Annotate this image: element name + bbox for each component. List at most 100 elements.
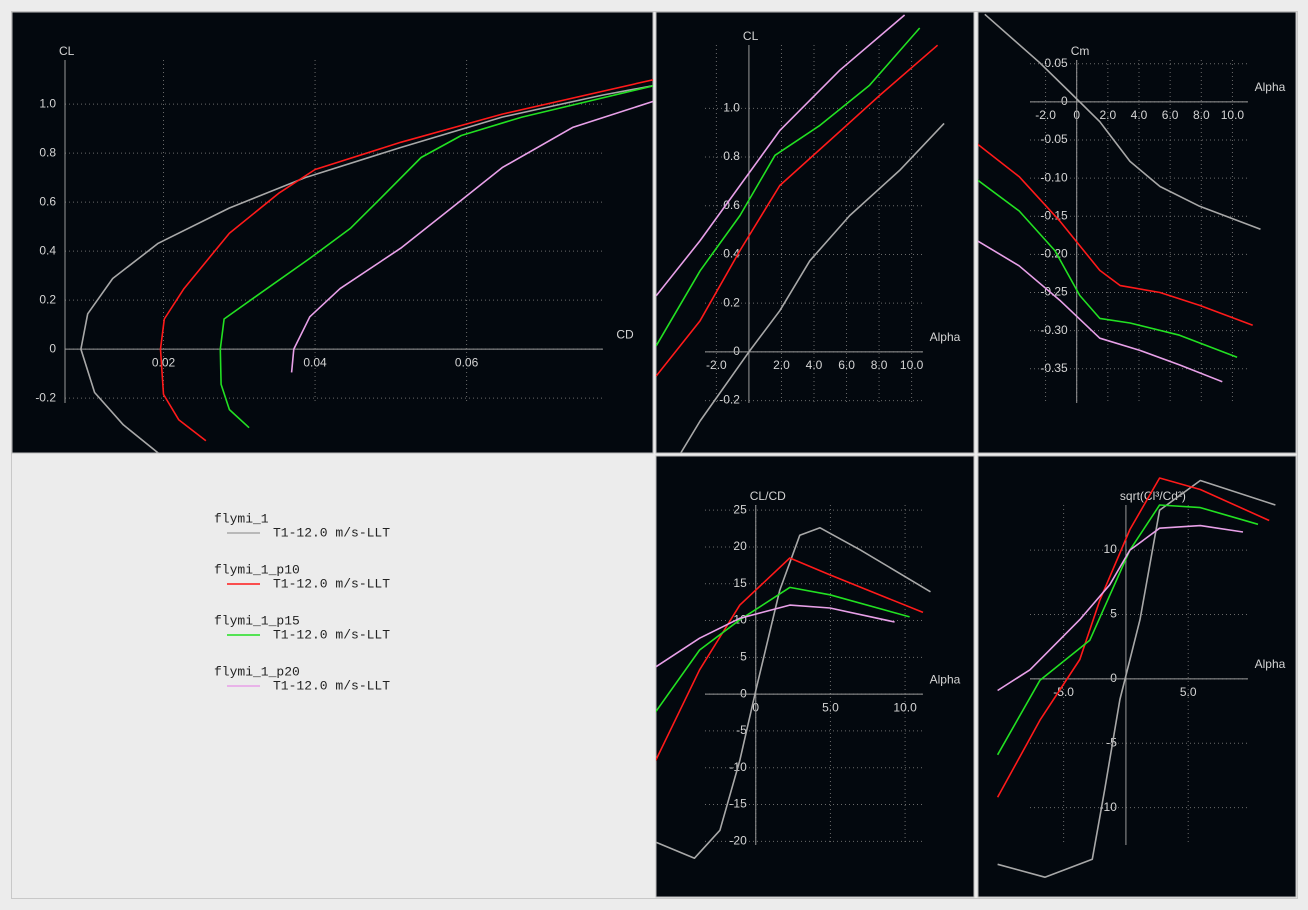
x-tick-label: 2.0 bbox=[1100, 108, 1117, 122]
y-tick-label: 0 bbox=[1110, 671, 1117, 685]
y-tick-label: 0.6 bbox=[723, 198, 740, 212]
x-axis-label: Alpha bbox=[1255, 80, 1286, 94]
y-tick-label: 0 bbox=[49, 341, 56, 355]
y-tick-label: -0.2 bbox=[719, 393, 740, 407]
y-tick-label: 0.2 bbox=[723, 295, 740, 309]
x-tick-label: 6.0 bbox=[1162, 108, 1179, 122]
y-tick-label: 0 bbox=[733, 344, 740, 358]
x-tick-label: 4.0 bbox=[806, 358, 823, 372]
y-tick-label: -0.35 bbox=[1040, 361, 1068, 375]
y-axis-label: CL bbox=[59, 44, 75, 58]
y-tick-label: 0.4 bbox=[39, 243, 56, 257]
y-axis-label: CL bbox=[743, 29, 759, 43]
series-line bbox=[978, 240, 1223, 383]
x-tick-label: 10.0 bbox=[893, 700, 917, 714]
x-tick-label: 0.04 bbox=[303, 355, 327, 369]
y-tick-label: -5 bbox=[1106, 735, 1117, 749]
x-axis-label: Alpha bbox=[930, 672, 961, 686]
y-tick-label: -0.20 bbox=[1040, 247, 1068, 261]
y-tick-label: -5 bbox=[736, 723, 747, 737]
series-line bbox=[984, 13, 1261, 230]
series-line bbox=[656, 527, 931, 859]
y-tick-label: 0.8 bbox=[723, 149, 740, 163]
x-tick-label: 10.0 bbox=[1221, 108, 1245, 122]
y-tick-label: -0.10 bbox=[1040, 170, 1068, 184]
x-tick-label: 5.0 bbox=[1180, 685, 1197, 699]
series-line bbox=[997, 479, 1276, 878]
y-tick-label: 0 bbox=[740, 686, 747, 700]
x-tick-label: 8.0 bbox=[871, 358, 888, 372]
legend-label: T1-12.0 m/s-LLT bbox=[273, 627, 390, 642]
panel-background bbox=[655, 11, 975, 454]
series-line bbox=[290, 100, 653, 373]
x-tick-label: -5.0 bbox=[1053, 685, 1074, 699]
y-axis-label: sqrt(Cl³/Cd²) bbox=[1120, 489, 1186, 503]
x-tick-label: 8.0 bbox=[1193, 108, 1210, 122]
x-tick-label: 10.0 bbox=[900, 358, 924, 372]
y-tick-label: 25 bbox=[733, 502, 747, 516]
frame bbox=[11, 11, 1298, 899]
series-line bbox=[978, 179, 1238, 359]
series-line bbox=[656, 14, 906, 297]
y-tick-label: 0.6 bbox=[39, 194, 56, 208]
y-tick-label: 0.05 bbox=[1044, 56, 1068, 70]
y-tick-label: 1.0 bbox=[39, 96, 56, 110]
x-axis-label: Alpha bbox=[1255, 657, 1286, 671]
x-axis-label: CD bbox=[616, 327, 634, 341]
x-tick-label: 6.0 bbox=[838, 358, 855, 372]
series-line bbox=[656, 27, 921, 347]
panel-background bbox=[655, 455, 975, 898]
legend-label: T1-12.0 m/s-LLT bbox=[273, 576, 390, 591]
legend-name: flymi_1 bbox=[214, 511, 269, 526]
x-tick-label: -2.0 bbox=[1035, 108, 1056, 122]
series-line bbox=[80, 84, 653, 453]
y-tick-label: 0 bbox=[1061, 94, 1068, 108]
y-tick-label: 1.0 bbox=[723, 100, 740, 114]
y-axis-label: CL/CD bbox=[750, 489, 786, 503]
chart-panel: -10 -5 0 5 10 -5.0 5.0 Alpha sqrt(Cl³/Cd²) bbox=[977, 455, 1297, 898]
y-tick-label: -0.25 bbox=[1040, 285, 1068, 299]
legend-name: flymi_1_p20 bbox=[214, 664, 300, 679]
y-tick-label: 15 bbox=[733, 576, 747, 590]
series-line bbox=[656, 586, 910, 713]
y-tick-label: 5 bbox=[740, 650, 747, 664]
y-tick-label: 20 bbox=[733, 539, 747, 553]
y-tick-label: -20 bbox=[729, 833, 747, 847]
panel-background bbox=[11, 11, 654, 454]
y-tick-label: -10 bbox=[1100, 800, 1118, 814]
y-tick-label: -0.05 bbox=[1040, 132, 1068, 146]
series-line bbox=[219, 85, 653, 429]
y-tick-label: -0.2 bbox=[35, 390, 56, 404]
x-tick-label: 0.06 bbox=[455, 355, 479, 369]
legend-name: flymi_1_p15 bbox=[214, 613, 300, 628]
chart-panel: -0.2 0 0.2 0.4 0.6 0.8 1.0 0.02 0.04 0.06 CD CL bbox=[11, 11, 654, 454]
y-tick-label: 0.8 bbox=[39, 145, 56, 159]
legend: flymi_1T1-12.0 m/s-LLTflymi_1_p10T1-12.0… bbox=[214, 511, 390, 693]
y-axis-label: Cm bbox=[1071, 44, 1090, 58]
x-tick-label: 2.0 bbox=[773, 358, 790, 372]
series-line bbox=[656, 44, 939, 377]
x-tick-label: 5.0 bbox=[822, 700, 839, 714]
y-tick-label: -15 bbox=[729, 797, 747, 811]
y-tick-label: -0.30 bbox=[1040, 323, 1068, 337]
y-tick-label: 5 bbox=[1110, 607, 1117, 621]
series-line bbox=[656, 557, 924, 761]
series-line bbox=[159, 78, 653, 442]
chart-panel: -0.200.20.40.60.81.0-2.0 2.0 4.0 6.0 8.0 10.0… bbox=[655, 11, 975, 454]
series-line bbox=[656, 604, 895, 668]
x-axis-label: Alpha bbox=[930, 330, 961, 344]
legend-label: T1-12.0 m/s-LLT bbox=[273, 678, 390, 693]
series-line bbox=[679, 122, 945, 453]
y-tick-label: 10 bbox=[1104, 542, 1118, 556]
legend-label: T1-12.0 m/s-LLT bbox=[273, 525, 390, 540]
series-line bbox=[997, 524, 1244, 692]
panel-background bbox=[977, 455, 1297, 898]
x-tick-label: -2.0 bbox=[706, 358, 727, 372]
series-line bbox=[996, 477, 1270, 798]
panel-background bbox=[977, 11, 1297, 454]
x-tick-label: 4.0 bbox=[1131, 108, 1148, 122]
y-tick-label: 0.2 bbox=[39, 292, 56, 306]
chart-panel: 0.050-0.05-0.10-0.15-0.20-0.25-0.30-0.35… bbox=[977, 11, 1297, 454]
